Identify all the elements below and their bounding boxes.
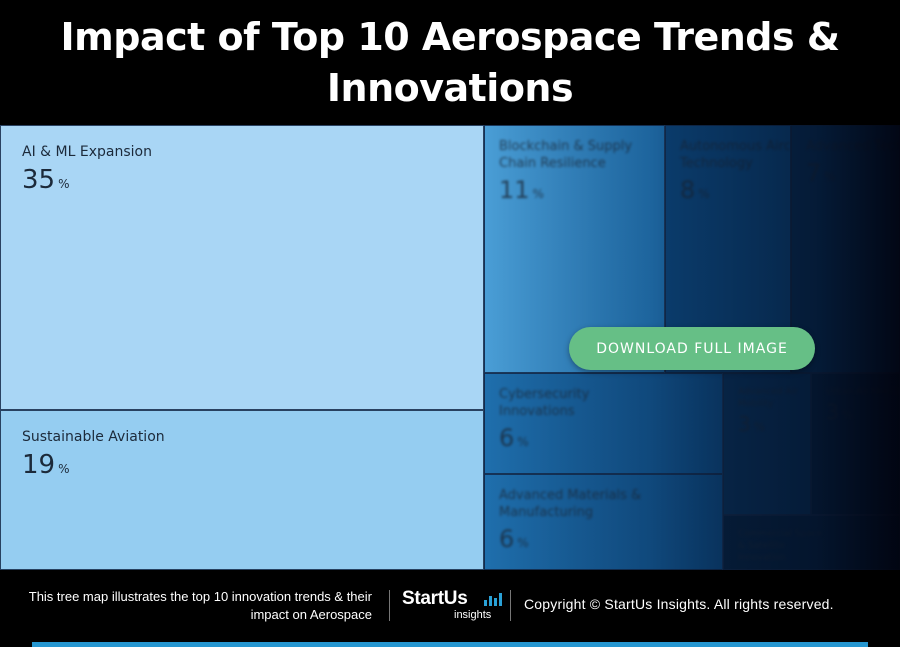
tile-value: 6% [499,424,708,452]
logo-sub: insights [454,609,492,621]
tile-value: 6% [499,525,708,553]
tile-label: Commercial Space & Satellite Innovation [738,529,823,563]
tile-label: Advanced Technologies [806,139,899,154]
footer-accent-bar [32,642,868,647]
tile-label: Autonomous Aircraft Technology [680,139,791,171]
tile-value-unit: % [517,435,529,449]
tile-label: Blockchain & Supply Chain Resilience [499,139,633,171]
tile-value: 8% [680,176,776,204]
tile-value-number: 35 [22,165,56,195]
tile-value-number: 6 [499,424,515,452]
tile-value-unit: % [532,187,544,201]
copyright: Copyright © StartUs Insights. All rights… [524,596,834,612]
header: Impact of Top 10 Aerospace Trends & Inno… [0,0,900,125]
tile-label: Sustainable Aviation [22,429,165,445]
tile-value-number: 8 [680,176,696,204]
tile-value-unit: % [58,462,70,476]
tile-value-number: 7 [806,159,822,187]
treemap-tile: Sustainable Aviation 19% [0,410,484,570]
startus-logo[interactable]: StartUs insights [402,588,502,624]
treemap-tile: Urban Air Mobility 3% [811,373,900,515]
tile-value-number: 11 [499,176,530,204]
footer-caption: This tree map illustrates the top 10 inn… [28,589,372,622]
tile-value-number: 6 [499,525,515,553]
tile-value: 11% [499,176,650,204]
tile-value: 19% [22,450,462,480]
footer-divider-right [510,590,511,621]
tile-value-unit: % [753,420,766,434]
tile-label: Cybersecurity Innovations [499,387,590,419]
tile-value: 7% [806,159,885,187]
tile-label: AI & ML Expansion [22,144,152,160]
logo-name: StartUs [402,588,468,609]
tile-value-unit: % [517,536,529,550]
treemap-tile: Advanced Air Mobility 3% [723,373,811,515]
tile-value-number: 3 [738,412,751,436]
tile-value: 3% [738,412,796,436]
tile-value: 35% [22,165,462,195]
treemap-tile: Cybersecurity Innovations 6% [484,373,723,474]
tile-label: Urban Air Mobility [826,387,900,397]
tile-value: 3% [826,400,885,424]
download-full-image-button[interactable]: DOWNLOAD FULL IMAGE [569,327,815,370]
tile-value-unit: % [698,187,710,201]
tile-value-unit: % [824,170,836,184]
tile-value-number: 3 [826,400,839,424]
treemap-tile: AI & ML Expansion 35% [0,125,484,410]
tile-label: Advanced Materials & Manufacturing [499,488,642,520]
chart-title: Impact of Top 10 Aerospace Trends & Inno… [60,14,840,110]
treemap-tile: Commercial Space & Satellite Innovation2… [723,515,900,570]
tile-label: Advanced Air Mobility [738,387,798,409]
footer: This tree map illustrates the top 10 inn… [0,570,900,647]
tile-value-unit: % [841,408,854,422]
treemap-tile: Advanced Materials & Manufacturing 6% [484,474,723,570]
bar-chart-icon [484,592,502,606]
tile-value-number: 19 [22,450,56,480]
footer-divider-left [389,590,390,621]
tile-value-unit: % [58,177,70,191]
